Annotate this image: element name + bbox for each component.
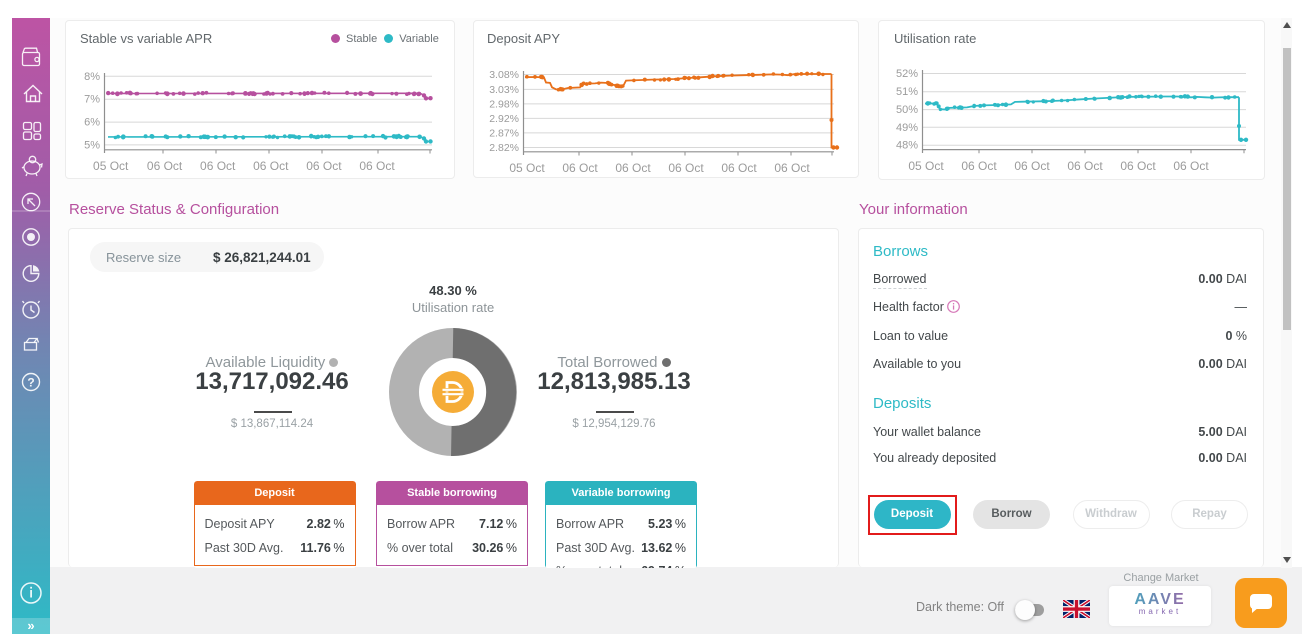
svg-text:06 Oct: 06 Oct bbox=[961, 159, 997, 173]
svg-text:3.08%: 3.08% bbox=[489, 69, 519, 81]
svg-text:6%: 6% bbox=[84, 117, 100, 129]
svg-text:06 Oct: 06 Oct bbox=[668, 161, 704, 175]
svg-text:?: ? bbox=[27, 376, 34, 390]
svg-text:8%: 8% bbox=[84, 71, 100, 83]
svg-text:2.92%: 2.92% bbox=[489, 113, 519, 125]
svg-text:06 Oct: 06 Oct bbox=[253, 159, 289, 173]
svg-text:48%: 48% bbox=[896, 140, 918, 152]
svg-text:06 Oct: 06 Oct bbox=[562, 161, 598, 175]
svg-text:06 Oct: 06 Oct bbox=[1173, 159, 1209, 173]
svg-text:2.87%: 2.87% bbox=[489, 127, 519, 139]
svg-text:06 Oct: 06 Oct bbox=[1067, 159, 1103, 173]
svg-text:2.98%: 2.98% bbox=[489, 98, 519, 110]
svg-text:05 Oct: 05 Oct bbox=[93, 159, 129, 173]
svg-text:2.82%: 2.82% bbox=[489, 142, 519, 154]
svg-text:05 Oct: 05 Oct bbox=[908, 159, 944, 173]
svg-text:05 Oct: 05 Oct bbox=[509, 161, 545, 175]
svg-text:7%: 7% bbox=[84, 94, 100, 106]
svg-text:06 Oct: 06 Oct bbox=[1120, 159, 1156, 173]
svg-text:06 Oct: 06 Oct bbox=[306, 159, 342, 173]
svg-text:06 Oct: 06 Oct bbox=[615, 161, 651, 175]
svg-text:06 Oct: 06 Oct bbox=[721, 161, 757, 175]
svg-text:52%: 52% bbox=[896, 68, 918, 80]
svg-text:»: » bbox=[27, 618, 34, 633]
svg-text:06 Oct: 06 Oct bbox=[1014, 159, 1050, 173]
svg-text:49%: 49% bbox=[896, 122, 918, 134]
svg-text:06 Oct: 06 Oct bbox=[359, 159, 395, 173]
svg-text:51%: 51% bbox=[896, 86, 918, 98]
svg-text:06 Oct: 06 Oct bbox=[147, 159, 183, 173]
svg-text:5%: 5% bbox=[84, 139, 100, 151]
svg-text:06 Oct: 06 Oct bbox=[774, 161, 810, 175]
svg-text:50%: 50% bbox=[896, 104, 918, 116]
svg-text:06 Oct: 06 Oct bbox=[200, 159, 236, 173]
svg-text:3.03%: 3.03% bbox=[489, 84, 519, 96]
